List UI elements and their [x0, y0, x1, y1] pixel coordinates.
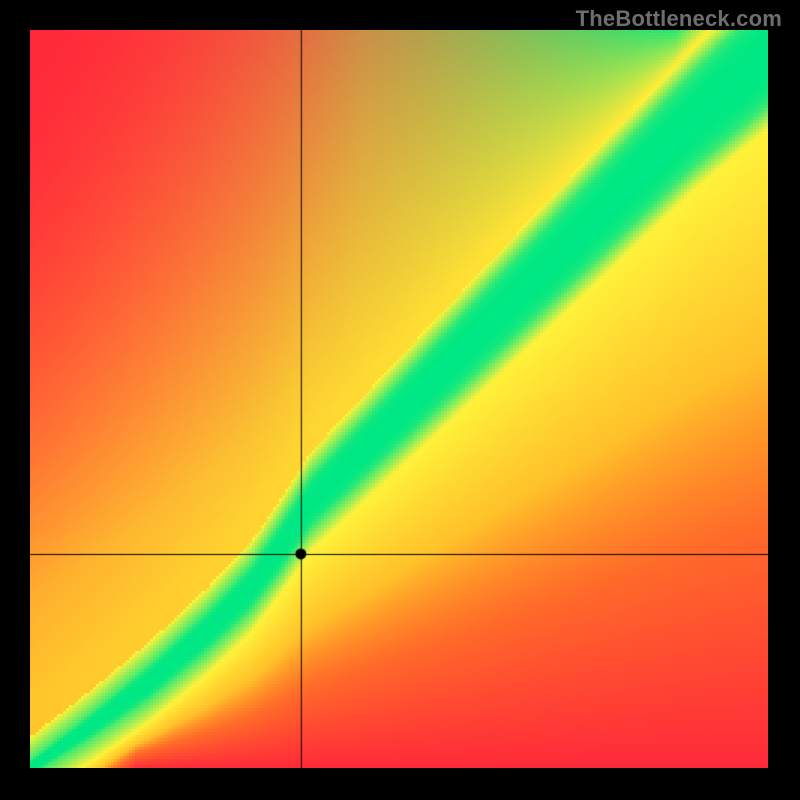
bottleneck-heatmap	[0, 0, 800, 800]
chart-container: TheBottleneck.com	[0, 0, 800, 800]
